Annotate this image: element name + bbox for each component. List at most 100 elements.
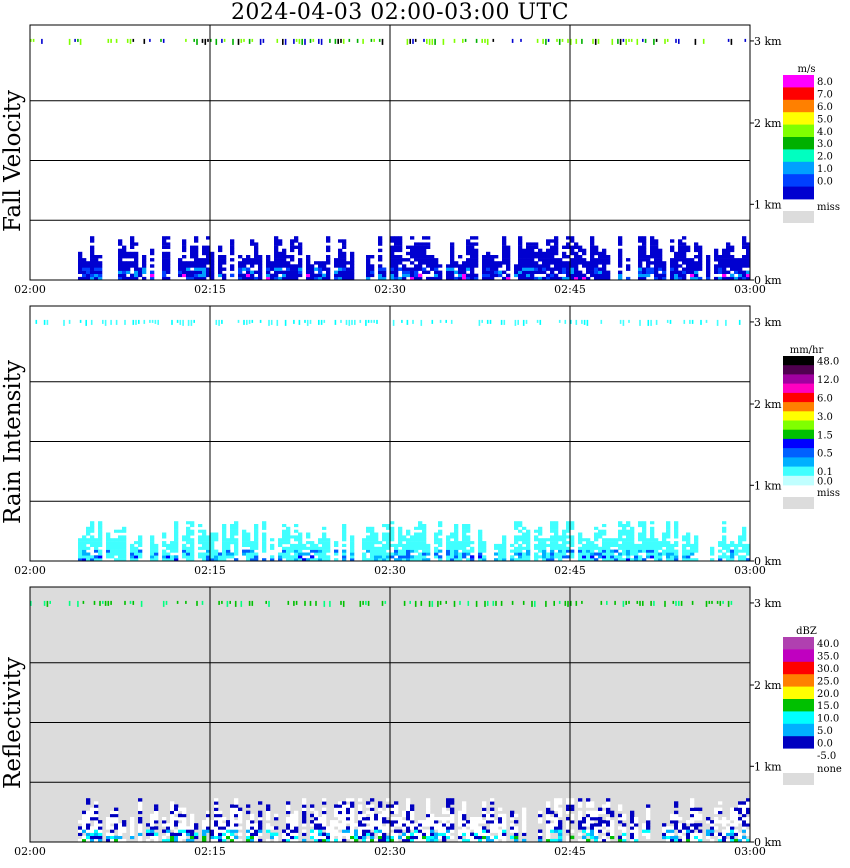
echo-cell	[526, 242, 531, 246]
echo-cell	[82, 820, 87, 824]
echo-cell	[286, 549, 291, 553]
echo-cell	[682, 261, 687, 265]
echo-cell	[206, 258, 211, 262]
echo-cell	[390, 258, 395, 262]
echo-cell	[190, 541, 195, 545]
echo-cell	[450, 823, 455, 827]
echo-cell	[426, 242, 431, 246]
echo-cell	[454, 549, 459, 553]
echo-cell	[286, 541, 291, 545]
strip-cell	[143, 38, 146, 44]
echo-cell	[326, 826, 331, 830]
echo-cell	[450, 546, 455, 550]
echo-cell	[250, 546, 255, 550]
echo-cell	[558, 807, 563, 811]
echo-cell	[682, 248, 687, 253]
echo-cell	[590, 267, 595, 271]
echo-cell	[598, 807, 603, 811]
strip-cell	[323, 600, 326, 607]
echo-cell	[198, 267, 203, 271]
echo-cell	[586, 552, 591, 556]
strip-cell	[262, 38, 265, 43]
echo-cell	[306, 541, 311, 545]
echo-cell	[294, 270, 299, 274]
strip-cell	[545, 600, 547, 607]
echo-cell	[342, 239, 347, 243]
strip-cell	[716, 319, 719, 326]
echo-cell	[394, 276, 399, 281]
echo-cell	[550, 555, 555, 559]
echo-cell	[558, 270, 563, 274]
echo-cell	[114, 817, 119, 821]
echo-cell	[478, 535, 483, 539]
echo-cell	[334, 549, 339, 553]
echo-cell	[98, 276, 103, 281]
echo-cell	[490, 276, 495, 281]
echo-cell	[698, 258, 703, 262]
echo-cell	[330, 823, 335, 827]
echo-cell	[466, 543, 471, 547]
echo-cell	[218, 245, 223, 249]
echo-cell	[298, 558, 303, 562]
echo-cell	[670, 270, 675, 274]
legend-swatch	[783, 112, 814, 125]
echo-cell	[570, 258, 575, 262]
echo-cell	[262, 521, 267, 525]
echo-cell	[122, 529, 127, 533]
echo-cell	[394, 255, 399, 259]
echo-cell	[570, 538, 575, 542]
echo-cell	[414, 255, 419, 259]
echo-cell	[742, 276, 747, 281]
echo-cell	[378, 807, 383, 811]
echo-cell	[370, 541, 375, 545]
echo-cell	[722, 526, 727, 530]
echo-cell	[482, 541, 487, 545]
echo-cell	[130, 264, 135, 268]
echo-cell	[714, 807, 719, 811]
echo-cell	[502, 549, 507, 553]
echo-cell	[382, 543, 387, 547]
echo-cell	[254, 270, 259, 274]
echo-cell	[646, 829, 651, 833]
echo-cell	[234, 810, 239, 815]
echo-cell	[422, 270, 427, 274]
echo-cell	[290, 267, 295, 271]
echo-cell	[162, 245, 167, 249]
echo-cell	[374, 541, 379, 545]
strip-cell	[672, 600, 675, 604]
echo-cell	[270, 267, 275, 271]
echo-cell	[306, 264, 311, 268]
echo-cell	[658, 258, 663, 262]
echo-cell	[678, 273, 683, 278]
echo-cell	[418, 242, 423, 246]
echo-cell	[182, 242, 187, 246]
echo-cell	[106, 832, 111, 836]
echo-cell	[410, 270, 415, 274]
y-tick-label: 0 km	[754, 555, 782, 568]
echo-cell	[414, 832, 419, 836]
echo-cell	[346, 829, 351, 833]
echo-cell	[286, 807, 291, 811]
echo-cell	[190, 532, 195, 536]
echo-cell	[578, 541, 583, 545]
echo-cell	[190, 552, 195, 556]
echo-cell	[230, 248, 235, 253]
echo-cell	[522, 558, 527, 562]
echo-cell	[514, 270, 519, 274]
echo-cell	[586, 264, 591, 268]
echo-cell	[318, 538, 323, 542]
echo-cell	[358, 829, 363, 833]
echo-cell	[190, 555, 195, 559]
echo-cell	[502, 820, 507, 824]
echo-cell	[522, 532, 527, 536]
strip-cell	[210, 38, 212, 42]
echo-cell	[182, 832, 187, 836]
echo-cell	[574, 251, 579, 256]
echo-cell	[258, 829, 263, 833]
echo-cell	[410, 546, 415, 550]
echo-cell	[246, 555, 251, 559]
echo-cell	[298, 264, 303, 268]
echo-cell	[718, 558, 723, 562]
strip-cell	[597, 38, 600, 44]
echo-cell	[342, 535, 347, 539]
